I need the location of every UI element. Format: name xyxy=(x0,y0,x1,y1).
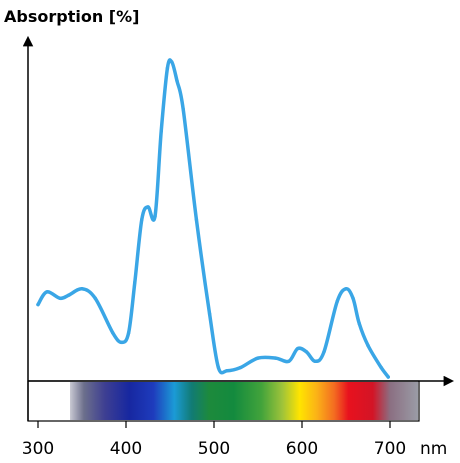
x-ticks: 300 400 500 600 700 xyxy=(22,421,406,459)
data-point xyxy=(225,369,229,373)
data-point xyxy=(170,60,174,64)
data-point xyxy=(344,287,348,291)
data-point xyxy=(304,350,309,354)
x-tick-label: 400 xyxy=(110,439,142,459)
x-tick-label: 700 xyxy=(374,439,406,459)
data-point xyxy=(238,365,243,370)
data-point xyxy=(366,343,370,348)
y-axis-label: Absorption [%] xyxy=(4,7,139,26)
data-point xyxy=(165,66,170,71)
data-point xyxy=(119,340,124,345)
data-point xyxy=(216,365,221,370)
data-point xyxy=(207,312,212,316)
data-point xyxy=(140,217,144,222)
data-point xyxy=(273,356,278,360)
x-tick-label: 300 xyxy=(22,439,54,459)
data-point xyxy=(322,350,326,354)
data-point xyxy=(93,296,97,300)
data-point xyxy=(295,346,300,351)
data-point xyxy=(357,321,361,326)
data-point xyxy=(287,359,291,363)
data-point xyxy=(256,356,260,360)
absorption-series-line xyxy=(36,58,390,379)
series-points xyxy=(36,60,390,379)
data-point xyxy=(335,299,339,304)
data-point xyxy=(313,359,317,363)
data-point xyxy=(386,375,390,379)
data-point xyxy=(379,365,383,370)
data-point xyxy=(36,302,40,307)
data-point xyxy=(159,129,163,133)
data-point xyxy=(80,287,84,291)
data-point xyxy=(194,217,199,222)
data-point xyxy=(146,205,150,209)
data-point xyxy=(67,293,71,297)
data-point xyxy=(133,280,137,285)
data-point xyxy=(45,290,49,294)
spectrum-bar xyxy=(70,382,418,420)
data-point xyxy=(175,79,179,83)
data-point xyxy=(351,296,355,300)
x-tick-label: 600 xyxy=(286,439,318,459)
data-point xyxy=(111,331,115,335)
data-point xyxy=(153,214,157,219)
x-tick-label: 500 xyxy=(198,439,230,459)
data-point xyxy=(126,331,131,335)
data-point xyxy=(181,107,185,111)
data-point xyxy=(58,296,62,300)
x-axis-unit-label: nm xyxy=(420,439,447,459)
